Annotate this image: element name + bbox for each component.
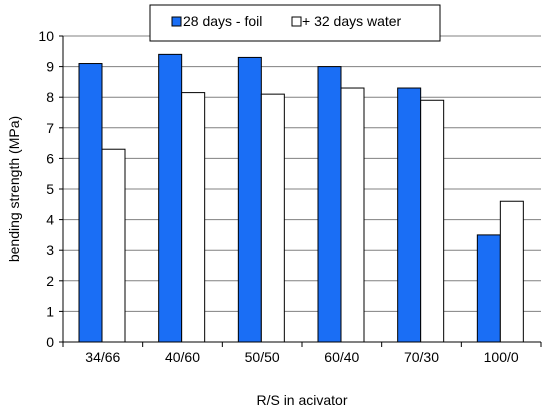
x-tick-60-40: 60/40 [324,349,359,365]
x-tick-70-30: 70/30 [404,349,439,365]
bar-28-days-foil-50-50 [237,56,262,343]
bar-32-days-water-34-66 [101,148,126,343]
y-tick-4: 4 [46,212,54,228]
y-tick-labels: 0 1 2 3 4 5 6 7 8 9 10 [38,28,63,350]
y-tick-5: 5 [46,181,54,197]
y-tick-1: 1 [46,303,54,319]
bar-28-days-foil-70-30 [397,87,422,343]
x-tick-labels: 34/66 40/60 50/50 60/40 70/30 100/0 [62,342,542,365]
bar-32-days-water-100-0 [499,200,524,343]
y-tick-7: 7 [46,120,54,136]
bars [78,53,524,343]
legend-label-32-days-water: + 32 days water [302,13,402,29]
legend-box [149,4,441,42]
y-tick-8: 8 [46,89,54,105]
y-tick-9: 9 [46,59,54,75]
bar-28-days-foil-100-0 [476,234,501,343]
bar-28-days-foil-60-40 [317,66,342,343]
y-tick-10: 10 [38,28,54,44]
x-tick-34-66: 34/66 [85,349,120,365]
y-axis-title: bending strength (MPa) [6,116,22,262]
x-axis-title: R/S in acivator [256,392,347,408]
y-tick-3: 3 [46,242,54,258]
y-tick-0: 0 [46,334,54,350]
legend-swatch-28-days-foil [171,16,182,27]
x-tick-50-50: 50/50 [245,349,280,365]
legend: 28 days - foil + 32 days water [149,4,441,42]
bar-28-days-foil-40-60 [158,53,183,343]
legend-label-28-days-foil: 28 days - foil [183,13,262,29]
legend-swatch-32-days-water [291,16,302,27]
y-tick-6: 6 [46,150,54,166]
y-tick-2: 2 [46,273,54,289]
bar-32-days-water-50-50 [260,93,285,343]
bar-28-days-foil-34-66 [78,63,103,343]
x-tick-100-0: 100/0 [484,349,519,365]
x-tick-40-60: 40/60 [165,349,200,365]
bar-32-days-water-40-60 [181,92,206,343]
bar-32-days-water-60-40 [340,87,365,343]
bar-32-days-water-70-30 [420,99,445,343]
